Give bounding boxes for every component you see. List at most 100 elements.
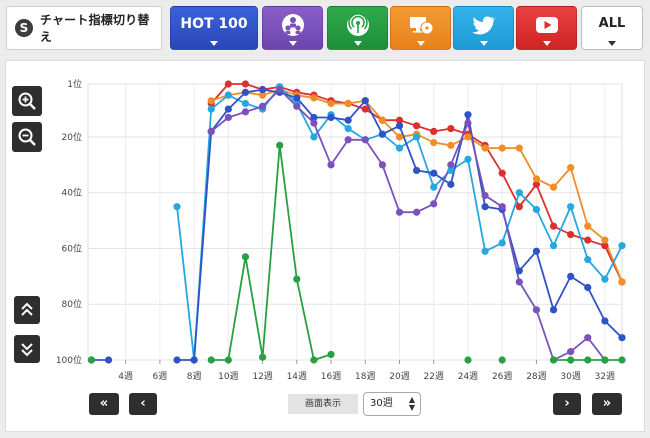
data-point xyxy=(361,136,369,144)
data-point xyxy=(413,166,421,175)
data-point xyxy=(327,161,335,169)
data-point xyxy=(567,348,575,356)
data-point xyxy=(241,80,250,88)
data-point xyxy=(378,116,386,124)
chart-indicator-switch-button[interactable]: S チャート指標切り替え xyxy=(6,6,162,50)
zoom-in-button[interactable] xyxy=(12,86,42,116)
data-point xyxy=(584,256,592,264)
tab-pc-disc[interactable] xyxy=(390,6,451,50)
tab-radio[interactable] xyxy=(327,6,388,50)
x-tick-label: 12週 xyxy=(252,371,272,382)
data-point xyxy=(584,334,592,342)
zoom-in-icon xyxy=(18,92,36,110)
chevron-down-icon xyxy=(288,41,297,46)
x-tick-label: 8週 xyxy=(187,371,202,382)
data-point xyxy=(207,97,215,105)
data-point xyxy=(498,239,506,247)
x-tick-label: 18週 xyxy=(355,371,375,382)
data-point xyxy=(395,122,404,130)
data-point xyxy=(481,203,489,211)
first-page-button[interactable]: « xyxy=(89,393,119,415)
data-point xyxy=(498,169,506,177)
data-point xyxy=(567,356,575,364)
data-point xyxy=(344,125,352,133)
data-point xyxy=(395,208,404,216)
data-point xyxy=(327,99,335,108)
data-point xyxy=(498,144,506,152)
data-point xyxy=(413,208,421,216)
switch-label: チャート指標切り替え xyxy=(39,13,150,44)
tab-people[interactable] xyxy=(262,6,323,50)
chevron-down-icon xyxy=(479,41,488,46)
x-tick-label: 16週 xyxy=(321,371,341,382)
tab-all[interactable]: ALL xyxy=(581,6,643,50)
x-tick-label: 4週 xyxy=(118,371,133,382)
tab-youtube[interactable] xyxy=(516,6,577,50)
view-range-value: 30週 xyxy=(370,398,393,409)
view-label: 画面表示 xyxy=(288,394,358,414)
scroll-up-button[interactable] xyxy=(14,296,40,324)
data-point xyxy=(361,105,369,113)
data-point xyxy=(549,183,558,191)
chevron-down-icon xyxy=(416,41,425,46)
data-point xyxy=(173,203,181,211)
people-icon xyxy=(281,14,304,36)
data-point xyxy=(413,122,421,130)
chevron-down-icon xyxy=(608,41,616,46)
data-point xyxy=(430,183,438,191)
view-range-select[interactable]: 30週 ▲ ▼ xyxy=(363,392,421,416)
x-tick-label: 10週 xyxy=(218,371,238,382)
double-up-icon xyxy=(21,302,33,316)
data-point xyxy=(430,200,438,208)
data-point xyxy=(601,236,609,244)
data-point xyxy=(515,189,523,197)
data-point xyxy=(464,119,472,127)
data-point xyxy=(464,155,472,163)
broadcast-icon xyxy=(346,13,369,36)
data-point xyxy=(498,203,506,211)
y-tick-label: 20位 xyxy=(62,131,82,143)
data-point xyxy=(310,119,318,127)
data-point xyxy=(224,91,232,99)
data-point xyxy=(361,97,369,105)
prev-page-button[interactable]: ‹ xyxy=(129,393,157,415)
data-point xyxy=(241,99,250,108)
data-point xyxy=(310,356,318,364)
data-point xyxy=(276,85,284,94)
x-tick-label: 32週 xyxy=(595,371,615,382)
data-point xyxy=(515,278,523,286)
data-point xyxy=(207,105,215,113)
x-tick-label: 22週 xyxy=(424,371,444,382)
data-point xyxy=(447,180,455,188)
tab-twitter[interactable] xyxy=(453,6,514,50)
data-point xyxy=(413,133,421,141)
data-point xyxy=(567,272,575,280)
last-page-button[interactable]: » xyxy=(592,393,622,415)
data-point xyxy=(618,356,626,364)
scroll-down-button[interactable] xyxy=(14,335,40,363)
data-point xyxy=(258,91,267,99)
x-tick-label: 28週 xyxy=(526,371,546,382)
next-page-button[interactable]: › xyxy=(553,393,581,415)
data-point xyxy=(481,247,489,255)
data-point xyxy=(224,113,232,122)
chevron-down-icon xyxy=(210,41,218,46)
data-point xyxy=(481,191,489,200)
data-point xyxy=(293,94,301,102)
data-point xyxy=(549,242,558,250)
plot-area xyxy=(87,83,623,361)
double-down-icon xyxy=(21,343,33,357)
data-point xyxy=(87,356,96,364)
tab-hot100[interactable]: HOT 100 xyxy=(170,6,258,50)
data-point xyxy=(447,125,455,133)
switch-icon: S xyxy=(15,19,33,37)
data-point xyxy=(464,356,472,364)
x-tick-label: 14週 xyxy=(287,371,307,382)
x-tick-label: 26週 xyxy=(492,371,512,382)
updown-icon: ▲ ▼ xyxy=(408,395,415,412)
data-point xyxy=(584,222,592,230)
data-point xyxy=(327,350,335,359)
zoom-out-button[interactable] xyxy=(12,122,42,152)
data-point xyxy=(532,205,541,214)
